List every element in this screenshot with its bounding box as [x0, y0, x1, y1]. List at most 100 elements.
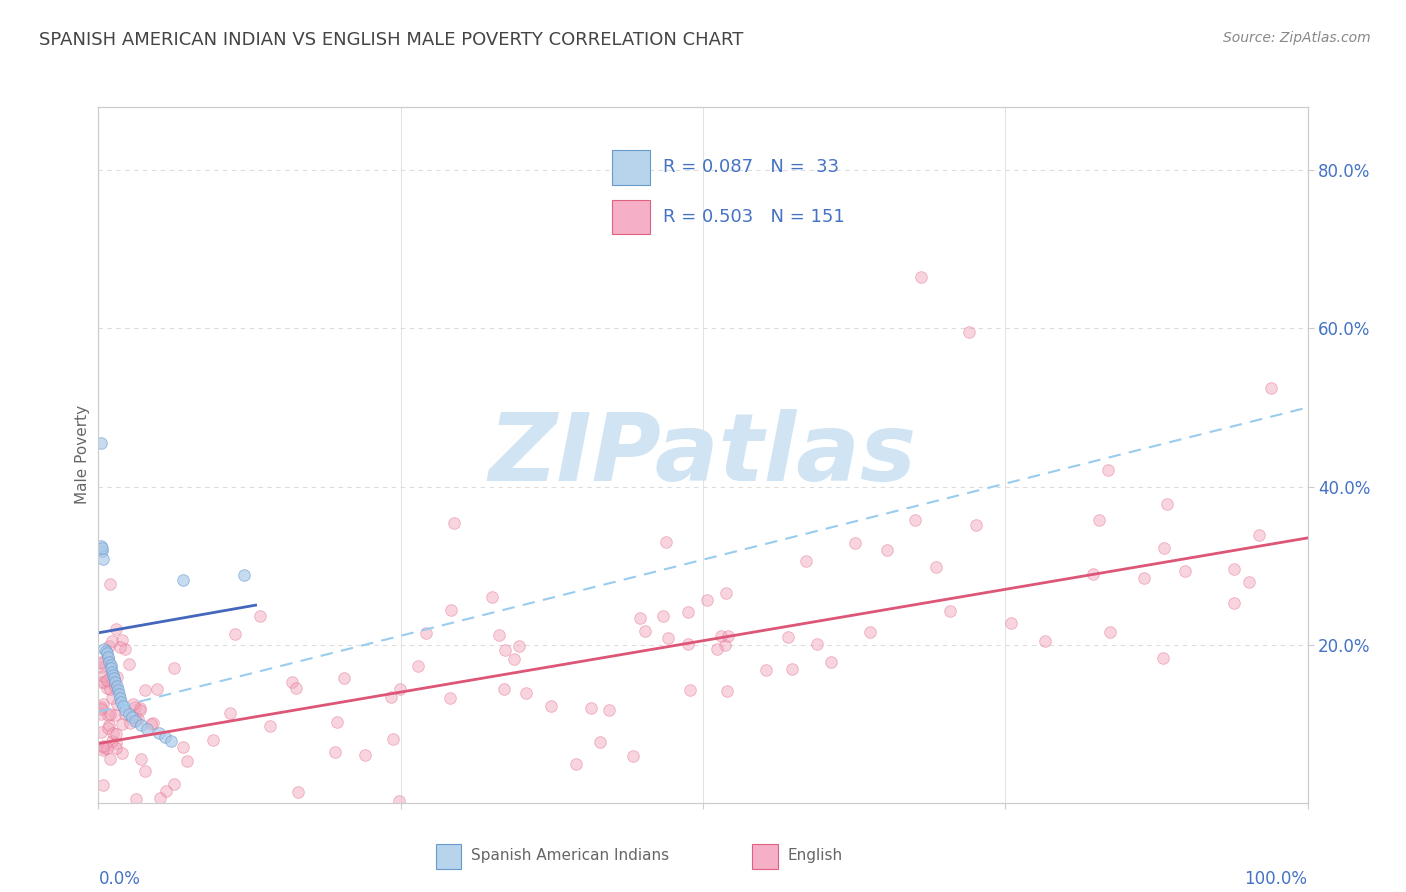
Point [325, 745, 347, 759]
Point [796, 554, 818, 568]
Point [492, 681, 515, 696]
Point [100, 658, 122, 673]
Point [129, 703, 152, 717]
Point [325, 715, 347, 730]
Point [406, 659, 429, 673]
Point [93, 674, 115, 689]
Point [503, 652, 526, 666]
Point [201, 732, 224, 747]
Point [172, 740, 194, 755]
Point [100, 634, 122, 648]
Text: ZIPatlas: ZIPatlas [489, 409, 917, 501]
Point [97, 639, 120, 653]
Point [153, 730, 176, 744]
Point [910, 270, 932, 285]
Point [388, 681, 411, 696]
Point [142, 715, 165, 730]
Point [628, 610, 651, 624]
Point [118, 716, 141, 731]
Point [1081, 567, 1104, 582]
Text: 100.0%: 100.0% [1244, 870, 1308, 888]
Point [657, 631, 679, 645]
Point [285, 681, 308, 695]
Point [105, 740, 128, 755]
Point [93, 742, 115, 756]
Point [481, 590, 503, 604]
Text: R = 0.087   N =  33: R = 0.087 N = 33 [662, 159, 839, 177]
Point [101, 733, 124, 747]
Point [598, 703, 620, 717]
Point [96, 646, 118, 660]
Point [104, 708, 127, 723]
Point [1156, 497, 1178, 511]
Point [148, 790, 170, 805]
Point [104, 736, 127, 750]
Text: 0.0%: 0.0% [98, 870, 141, 888]
Point [105, 622, 128, 636]
Point [93, 641, 115, 656]
Point [108, 691, 131, 706]
Point [135, 723, 157, 737]
Point [904, 513, 927, 527]
Point [98, 655, 121, 669]
Point [125, 792, 148, 806]
Point [93, 741, 115, 756]
Point [565, 756, 588, 771]
Point [716, 585, 738, 599]
Point [710, 629, 733, 643]
Point [380, 690, 402, 704]
Point [1152, 651, 1174, 665]
Point [579, 700, 602, 714]
Point [439, 602, 461, 616]
Point [90, 656, 112, 670]
Point [111, 717, 134, 731]
Point [333, 671, 356, 685]
Point [844, 535, 866, 549]
Point [118, 707, 141, 722]
Point [939, 604, 962, 618]
Point [129, 752, 152, 766]
Point [90, 725, 112, 739]
Point [114, 641, 136, 656]
Text: Spanish American Indians: Spanish American Indians [471, 848, 669, 863]
Text: Source: ZipAtlas.com: Source: ZipAtlas.com [1223, 31, 1371, 45]
Point [90, 660, 112, 674]
Point [124, 699, 146, 714]
Point [114, 702, 136, 716]
Point [98, 718, 121, 732]
Point [676, 637, 699, 651]
Point [101, 691, 124, 706]
Point [706, 641, 728, 656]
Point [382, 731, 405, 746]
Point [716, 684, 738, 698]
Point [1000, 616, 1022, 631]
Point [876, 542, 898, 557]
Point [160, 734, 183, 748]
Point [118, 657, 141, 671]
Point [717, 629, 740, 643]
Point [103, 678, 125, 692]
Point [91, 552, 114, 566]
Point [1223, 562, 1246, 576]
Point [129, 701, 152, 715]
Point [100, 682, 122, 697]
Point [91, 544, 114, 558]
Point [634, 624, 657, 639]
Point [219, 706, 242, 721]
Point [91, 541, 114, 556]
Point [90, 539, 112, 553]
Point [621, 749, 644, 764]
Point [97, 721, 120, 735]
Bar [612, 200, 650, 235]
Point [107, 682, 129, 697]
Point [806, 637, 828, 651]
Point [679, 682, 702, 697]
Point [388, 794, 411, 808]
Point [508, 639, 530, 653]
Point [127, 713, 149, 727]
Point [1260, 381, 1282, 395]
Point [488, 628, 510, 642]
Point [443, 516, 465, 531]
Point [108, 640, 131, 654]
Point [124, 714, 146, 729]
